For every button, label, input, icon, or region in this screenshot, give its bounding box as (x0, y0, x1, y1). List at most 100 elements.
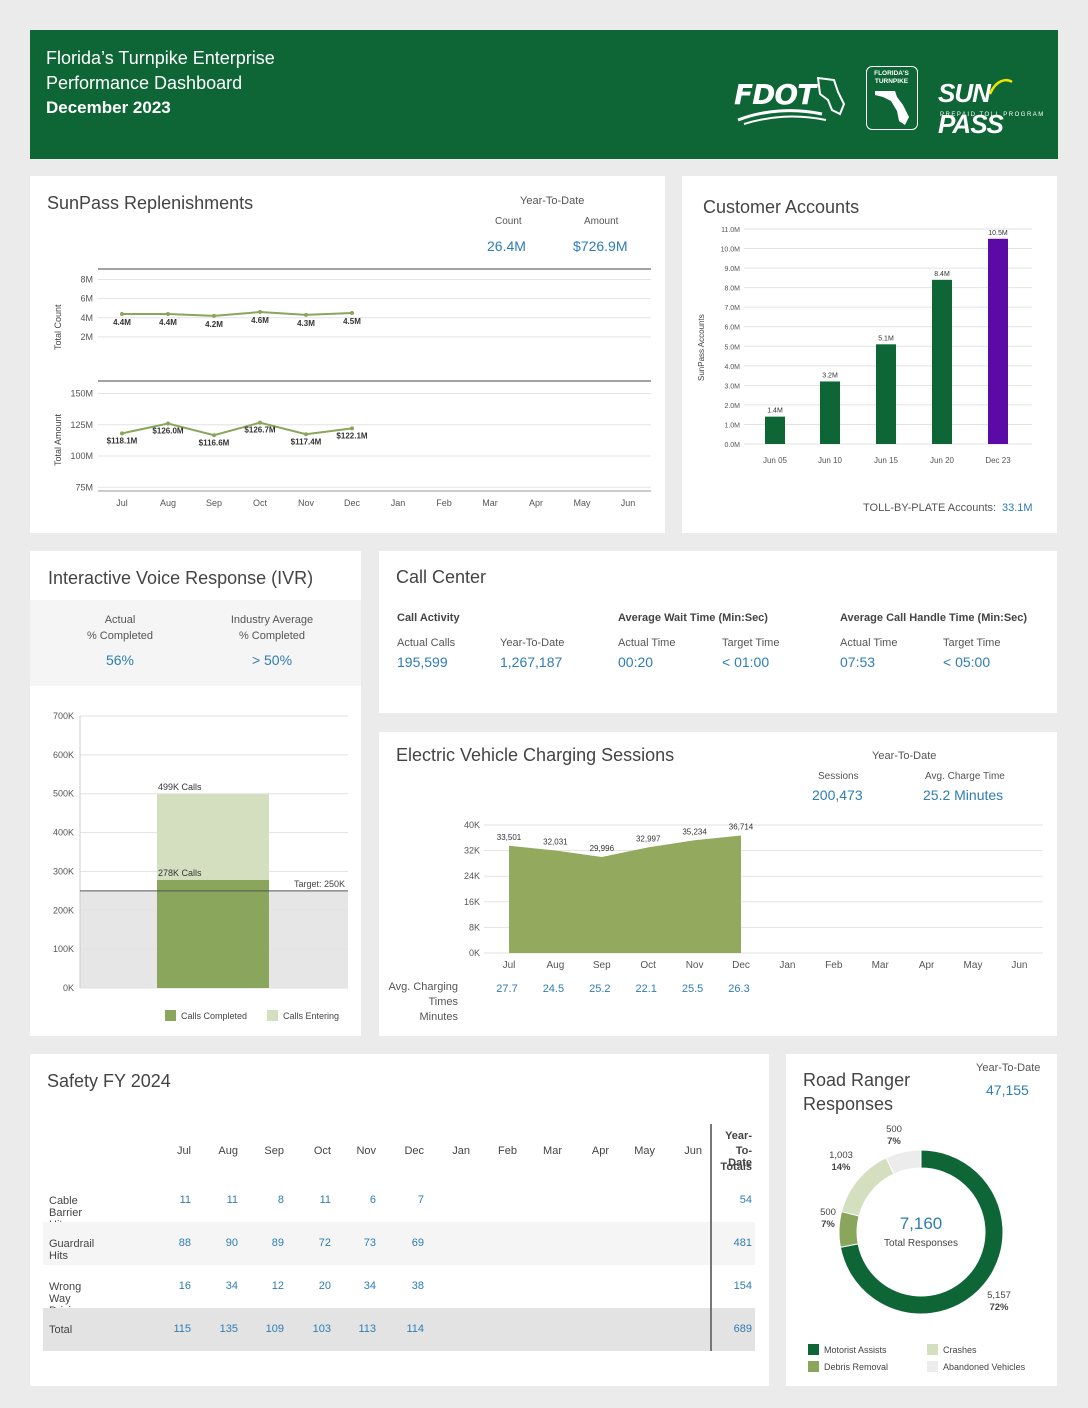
ev-month-label: Jul (503, 960, 516, 971)
accounts-bar (932, 279, 952, 444)
call-center-card: Call Center Call Activity Average Wait T… (379, 551, 1057, 713)
accounts-ytick-label: 2.0M (724, 403, 740, 410)
ytd-calls-value: 1,267,187 (500, 654, 563, 670)
accounts-ytick-label: 11.0M (721, 227, 740, 234)
safety-cell-value: 7 (417, 1194, 424, 1206)
safety-cell-value: 113 (358, 1323, 376, 1335)
count-point (212, 313, 216, 318)
ivr-ytick-label: 100K (53, 944, 74, 954)
donut-count-label: 500 (820, 1207, 836, 1218)
amount-point (258, 420, 262, 425)
ev-sessions-label: Sessions (818, 771, 859, 782)
count-ytick-label: 2M (80, 332, 93, 342)
safety-cell-value: 89 (271, 1237, 284, 1249)
accounts-ytick-label: 3.0M (724, 383, 740, 390)
ivr-ytick-label: 300K (53, 866, 74, 876)
replenishments-chart: 2M 4M 6M 8M Total Count 4.4M 4.4M 4.2M 4.6M 4.3M 4… (53, 268, 651, 508)
sun-icon (988, 78, 1013, 95)
amount-point (304, 432, 308, 437)
safety-month-header: Feb (498, 1145, 517, 1157)
tbp-accounts-value: 33.1M (1002, 502, 1033, 514)
ytd-divider (710, 1124, 712, 1351)
amount-point (120, 431, 124, 436)
ivr-ytick-label: 600K (53, 750, 74, 760)
accounts-category-label: Jun 05 (763, 456, 788, 465)
handle-actual-label: Actual Time (840, 637, 898, 649)
ivr-ytick-label: 0K (63, 983, 74, 993)
ranger-ytd-label: Year-To-Date (976, 1062, 1041, 1074)
legend-completed-swatch (165, 1010, 176, 1021)
replenishments-title: SunPass Replenishments (47, 193, 254, 213)
ev-data-label: 32,031 (543, 838, 568, 847)
amount-ytick-label: 150M (70, 389, 93, 399)
safety-title: Safety FY 2024 (47, 1071, 171, 1091)
fdot-logo-mark (737, 76, 846, 125)
safety-row-label: Guardrail Hits (49, 1238, 95, 1262)
ev-month-label: Jan (779, 960, 795, 971)
replenishment-month-label: Aug (160, 498, 176, 508)
ivr-industry-value: > 50% (251, 652, 293, 668)
safety-ytd-total: 154 (733, 1280, 752, 1292)
amount-ytick-label: 100M (70, 451, 93, 461)
ev-charging-card: Electric Vehicle Charging Sessions Year-… (379, 732, 1057, 1036)
safety-cell-value: 114 (406, 1323, 424, 1335)
safety-cell-value: 38 (411, 1280, 424, 1292)
ranger-legend-label: Crashes (943, 1345, 977, 1355)
ev-ytick-label: 32K (464, 846, 480, 856)
accounts-category-label: Jun 20 (930, 456, 955, 465)
ev-data-label: 32,997 (636, 834, 661, 843)
sunpass-logo-text: SUN PASS (938, 78, 1004, 139)
ev-avg-charge-value: 27.7 (496, 983, 517, 995)
safety-month-header: Oct (313, 1145, 331, 1157)
ev-avg-charge-value: 25.5 (682, 983, 703, 995)
handle-target-value: < 05:00 (943, 654, 991, 670)
accounts-axis-label: SunPass Accounts (697, 314, 706, 381)
wait-actual-label: Actual Time (618, 637, 676, 649)
wait-target-value: < 01:00 (722, 654, 770, 670)
amount-ytick-label: 125M (70, 420, 93, 430)
safety-cell-value: 8 (277, 1194, 284, 1206)
ev-month-label: May (964, 960, 983, 971)
safety-month-header: Nov (356, 1145, 376, 1157)
ev-charge-time-value: 25.2 Minutes (923, 787, 1004, 803)
ivr-ytick-label: 400K (53, 828, 74, 838)
ev-month-label: Dec (732, 960, 750, 971)
donut-count-label: 1,003 (829, 1150, 853, 1161)
donut-slice (885, 1149, 922, 1175)
ev-month-label: Aug (547, 960, 565, 971)
ivr-ytick-label: 700K (53, 711, 74, 721)
ivr-industry-label-1: Industry Average (230, 614, 314, 626)
safety-month-header: Jun (684, 1145, 702, 1157)
dashboard-header: Florida’s Turnpike Enterprise Performanc… (30, 30, 1058, 159)
ev-month-label: Apr (919, 960, 935, 971)
accounts-bar-label: 5.1M (878, 335, 894, 342)
calls-completed-label: 278K Calls (158, 868, 202, 878)
safety-cell-value: 115 (173, 1323, 191, 1335)
safety-cell-value: 88 (178, 1237, 191, 1249)
replenishment-month-label: Nov (298, 498, 315, 508)
ranger-total-value: 7,160 (899, 1214, 943, 1233)
ev-ytd-label: Year-To-Date (872, 750, 937, 762)
safety-cell-value: 90 (225, 1237, 238, 1249)
count-data-label: 4.5M (343, 317, 361, 326)
replenishments-count-label: Count (495, 216, 522, 227)
calls-entering-label: 499K Calls (158, 782, 202, 792)
replenishments-ytd-label: Year-To-Date (520, 195, 585, 207)
accounts-bar (765, 416, 785, 444)
safety-month-header: Aug (218, 1145, 238, 1157)
count-data-label: 4.2M (205, 320, 223, 329)
call-center-title: Call Center (396, 567, 487, 587)
safety-cell-value: 34 (363, 1280, 376, 1292)
safety-ytd-total: 54 (739, 1194, 752, 1206)
amount-data-label: $117.4M (291, 437, 322, 446)
accounts-ytick-label: 7.0M (724, 305, 740, 312)
safety-cell-value: 11 (319, 1194, 331, 1206)
fdot-logo: FDOT (734, 70, 846, 126)
ev-month-label: Nov (686, 960, 704, 971)
ev-month-label: Mar (872, 960, 890, 971)
ytd-header-2: To-Date (728, 1145, 752, 1169)
avg-handle-time-label: Average Call Handle Time (Min:Sec) (840, 612, 1028, 624)
header-title-org: Florida’s Turnpike Enterprise (46, 48, 275, 68)
safety-cell-value: 69 (411, 1237, 424, 1249)
